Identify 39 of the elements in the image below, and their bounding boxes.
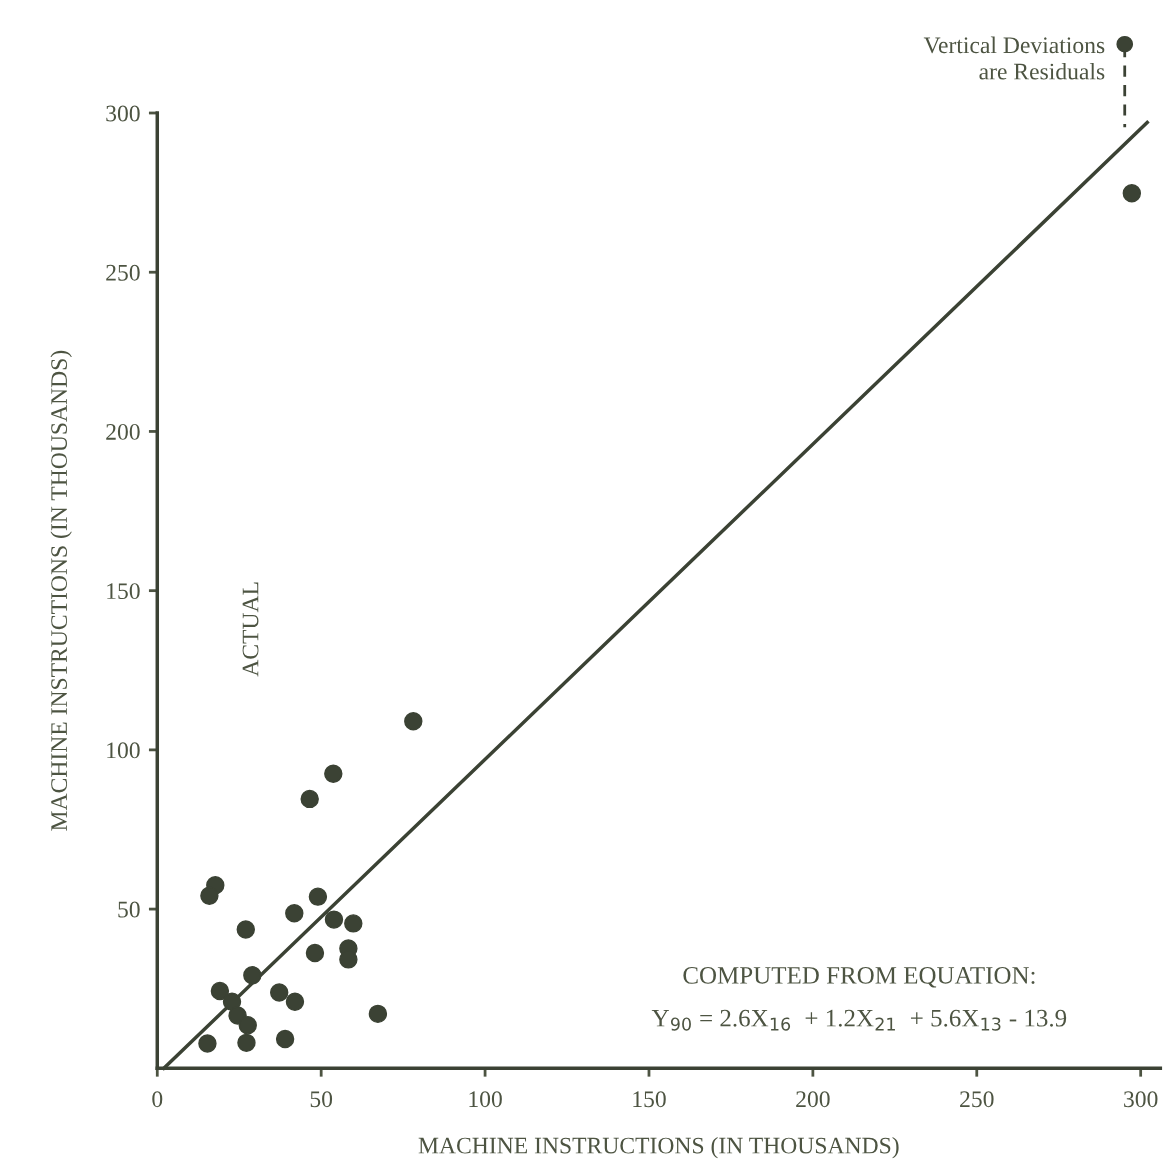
point [305,943,325,963]
point [300,789,319,809]
y-tick-label: 100 [107,742,140,759]
point [1122,184,1142,203]
point [368,1004,388,1024]
point [237,1033,256,1053]
x-axis-title: MACHINE INSTRUCTIONS (IN THOUSANDS) [418,1136,899,1159]
x-tick-label: 250 [960,1091,994,1108]
x-tick-label: 0 [152,1091,163,1108]
point [285,904,304,923]
x-tick-label: 50 [310,1091,333,1108]
y-tick-label: 200 [106,423,140,440]
point [198,1034,217,1053]
annotation: COMPUTED FROM EQUATION: [683,967,1035,988]
point [324,764,343,783]
point [285,992,305,1011]
point [210,981,230,1001]
x-tick-label: 200 [796,1091,830,1108]
point [270,983,289,1002]
x-tick-label: 150 [633,1091,666,1108]
annotation: ACTUAL [242,582,259,677]
point [344,914,363,933]
x-tick-label: 100 [469,1091,502,1108]
y-tick-label: 150 [107,583,140,600]
point [200,886,219,905]
point [275,1029,295,1049]
y-axis-title: MACHINE INSTRUCTIONS (IN THOUSANDS) [50,350,72,831]
point [308,887,328,906]
y-tick-label: 250 [106,264,140,281]
point [238,1016,257,1035]
x-tick-label: 300 [1124,1091,1158,1108]
y-tick-label: 50 [118,901,140,918]
point [243,966,262,985]
text: Y$_{90}$ = 2.6X$_{16}$ + 1.2X$_{21}$ + 5.6X$_{13}$ - 13.9 [651,1009,1067,1031]
point [324,910,344,929]
point [404,712,423,731]
text: Vertical Deviations are Residuals [923,36,1105,80]
y-tick-label: 300 [106,105,140,122]
point [236,920,255,939]
